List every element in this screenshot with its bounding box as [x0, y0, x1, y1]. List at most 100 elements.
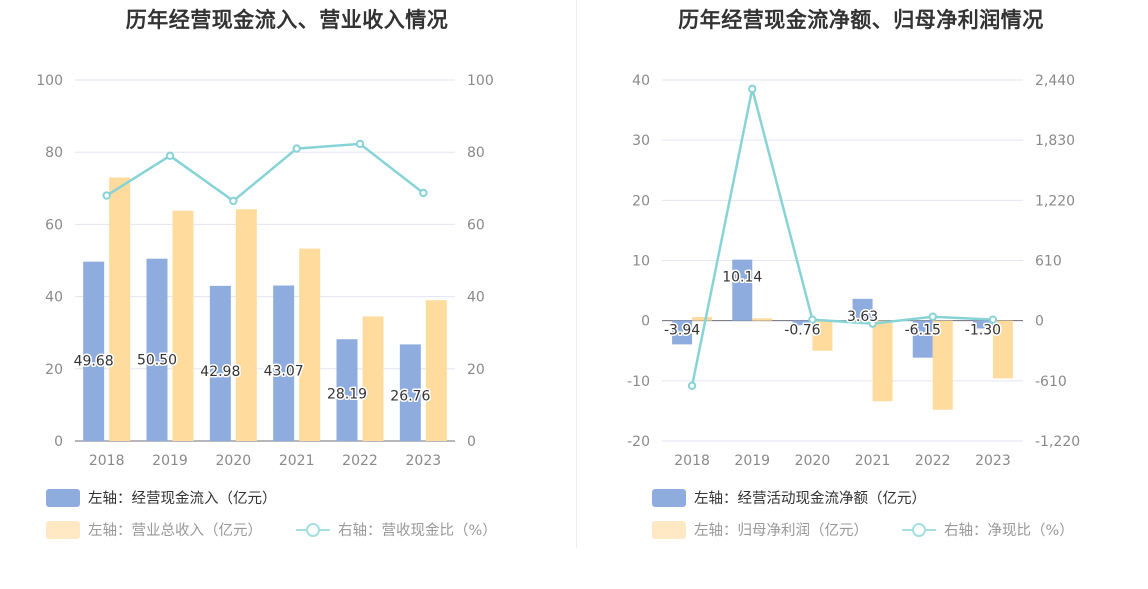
legend-label: 右轴：营收现金比（%） — [338, 523, 497, 539]
y-left-tick-label: 10 — [632, 254, 650, 270]
y-right-tick-label: -1,220 — [1035, 434, 1080, 450]
x-tick-label: 2023 — [406, 453, 442, 469]
bar — [336, 339, 358, 441]
bar — [672, 320, 693, 345]
y-left-tick-label: 0 — [641, 314, 650, 330]
y-left-tick-label: 40 — [45, 290, 63, 306]
legend-label: 右轴：净现比（%） — [944, 523, 1074, 539]
bar-data-label: 50.50 — [137, 352, 177, 368]
x-tick-label: 2022 — [342, 453, 378, 469]
line-point — [988, 315, 998, 324]
left-chart-plot: 0 20 40 60 80 100 0 20 40 60 80 100 2018 2019 2020 2021… — [36, 73, 494, 469]
bar-data-label: 49.68 — [74, 354, 114, 370]
line-point — [292, 144, 301, 153]
x-tick-label: 2018 — [674, 453, 710, 469]
bar — [362, 316, 384, 441]
line-point — [229, 196, 238, 206]
left-chart-legend: 左轴：经营现金流入（亿元） 左轴：营业总收入（亿元） 右轴：营收现金比（%） — [0, 480, 574, 540]
bar — [972, 320, 993, 329]
bar-data-label: 3.63 — [847, 309, 878, 325]
y-right-tick-label: 0 — [467, 434, 476, 450]
y-left-tick-label: 40 — [632, 73, 650, 89]
y-right-tick-label: 60 — [467, 217, 485, 233]
bar — [235, 209, 257, 441]
bar — [273, 285, 295, 441]
x-tick-label: 2023 — [975, 453, 1011, 469]
bar — [83, 261, 105, 441]
bar-data-label: -1.30 — [965, 323, 1001, 339]
line-point — [808, 315, 817, 324]
legend-swatch-icon — [46, 520, 80, 539]
y-left-tick-label: -10 — [627, 374, 650, 390]
y-right-tick-label: 20 — [467, 362, 485, 378]
x-tick-label: 2021 — [279, 453, 315, 469]
y-right-tick-label: 80 — [467, 145, 485, 161]
legend-label: 左轴：经营现金流入（亿元） — [88, 491, 277, 507]
legend-item[interactable]: 左轴：营业总收入（亿元） — [46, 519, 262, 540]
y-left-tick-label: 0 — [54, 434, 63, 450]
bar-data-label: -6.15 — [905, 323, 941, 339]
y-left-tick-label: 30 — [632, 133, 650, 149]
legend-item[interactable]: 左轴：经营活动现金流净额（亿元） — [652, 487, 926, 508]
bar — [752, 318, 773, 321]
left-chart-title: 历年经营现金流入、营业收入情况 — [125, 8, 449, 32]
line-point — [165, 151, 175, 161]
y-left-tick-label: 60 — [45, 217, 63, 233]
bar — [992, 320, 1013, 379]
x-tick-label: 2019 — [734, 453, 770, 469]
legend-label: 左轴：归母净利润（亿元） — [694, 523, 868, 539]
right-chart-panel: 历年经营现金流净额、归母净利润情况 -20 -10 0 10 20 30 40 -1,220-… — [574, 0, 1148, 589]
bar — [732, 259, 753, 321]
legend-item[interactable]: 右轴：净现比（%） — [902, 519, 1074, 540]
x-tick-label: 2021 — [855, 453, 891, 469]
line-point — [419, 188, 428, 198]
bar — [172, 210, 194, 441]
bar — [425, 300, 447, 441]
y-right-tick-label: 2,440 — [1035, 73, 1075, 89]
legend-swatch-icon — [46, 488, 80, 507]
series-line — [106, 142, 425, 203]
x-tick-label: 2019 — [152, 453, 188, 469]
line-point — [748, 84, 757, 94]
bar-data-label: 42.98 — [200, 364, 240, 380]
panel-divider — [576, 0, 577, 548]
left-chart-panel: 历年经营现金流入、营业收入情况 0 20 40 60 80 100 0 20 40 60 80 100… — [0, 8, 574, 540]
bar-data-label: 26.76 — [390, 388, 430, 404]
legend-item[interactable]: 左轴：归母净利润（亿元） — [652, 519, 868, 540]
y-right-tick-label: -610 — [1035, 374, 1067, 390]
y-left-tick-label: -20 — [627, 434, 650, 450]
y-right-tick-label: 1,830 — [1035, 133, 1075, 149]
x-tick-label: 2020 — [216, 453, 252, 469]
bar-data-label: -0.76 — [784, 323, 820, 339]
bar — [852, 298, 873, 321]
bar-data-label: 10.14 — [722, 270, 762, 286]
y-right-tick-label: 610 — [1035, 254, 1062, 270]
bar — [109, 177, 131, 441]
bar — [209, 285, 231, 441]
legend-item[interactable]: 右轴：营收现金比（%） — [296, 519, 497, 540]
y-left-tick-label: 100 — [36, 73, 63, 89]
x-tick-label: 2018 — [89, 453, 125, 469]
right-chart-title: 历年经营现金流净额、归母净利润情况 — [678, 8, 1044, 32]
bar — [299, 248, 321, 441]
line-point — [102, 191, 111, 200]
legend-item[interactable]: 左轴：经营现金流入（亿元） — [46, 487, 277, 508]
line-point — [868, 319, 877, 328]
y-right-tick-label: 40 — [467, 290, 485, 306]
y-right-tick-label: 0 — [1035, 314, 1044, 330]
y-left-tick-label: 20 — [632, 193, 650, 209]
bar — [692, 317, 713, 321]
right-chart-plot: -20 -10 0 10 20 30 40 -1,220 -610 0 610 1,220 1,830 2… — [627, 73, 1080, 469]
line-point — [355, 139, 365, 149]
bar — [812, 320, 833, 351]
y-right-tick-label: 100 — [467, 73, 494, 89]
bar — [932, 320, 953, 410]
legend-swatch-icon — [652, 520, 686, 539]
bar-data-label: -3.94 — [664, 323, 700, 339]
x-tick-label: 2022 — [915, 453, 951, 469]
bar — [792, 320, 813, 326]
bar — [146, 258, 168, 441]
x-tick-label: 2020 — [795, 453, 831, 469]
right-chart-legend: 左轴：经营活动现金流净额（亿元） 左轴：归母净利润（亿元） 右轴：净现比（%） — [574, 480, 1148, 540]
y-right-tick-label: 1,220 — [1035, 193, 1075, 209]
